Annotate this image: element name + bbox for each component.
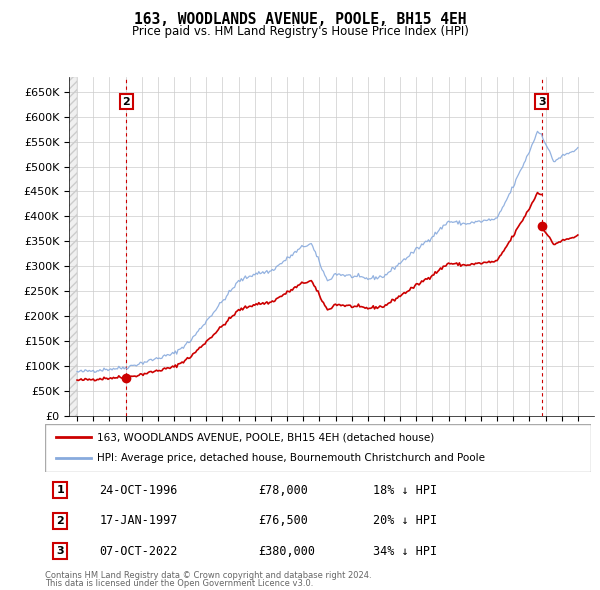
FancyBboxPatch shape (45, 424, 591, 472)
Text: HPI: Average price, detached house, Bournemouth Christchurch and Poole: HPI: Average price, detached house, Bour… (97, 454, 485, 464)
Text: 163, WOODLANDS AVENUE, POOLE, BH15 4EH (detached house): 163, WOODLANDS AVENUE, POOLE, BH15 4EH (… (97, 432, 434, 442)
Text: £380,000: £380,000 (258, 545, 315, 558)
Text: 2: 2 (56, 516, 64, 526)
Text: This data is licensed under the Open Government Licence v3.0.: This data is licensed under the Open Gov… (45, 579, 313, 588)
Text: 1: 1 (56, 485, 64, 495)
Text: 3: 3 (538, 97, 545, 107)
Text: 163, WOODLANDS AVENUE, POOLE, BH15 4EH: 163, WOODLANDS AVENUE, POOLE, BH15 4EH (134, 12, 466, 27)
Text: 17-JAN-1997: 17-JAN-1997 (100, 514, 178, 527)
Text: 3: 3 (56, 546, 64, 556)
Text: £76,500: £76,500 (258, 514, 308, 527)
Text: £78,000: £78,000 (258, 484, 308, 497)
Text: 24-OCT-1996: 24-OCT-1996 (100, 484, 178, 497)
Text: Contains HM Land Registry data © Crown copyright and database right 2024.: Contains HM Land Registry data © Crown c… (45, 571, 371, 579)
Text: 07-OCT-2022: 07-OCT-2022 (100, 545, 178, 558)
Text: 34% ↓ HPI: 34% ↓ HPI (373, 545, 437, 558)
Text: 18% ↓ HPI: 18% ↓ HPI (373, 484, 437, 497)
Text: Price paid vs. HM Land Registry's House Price Index (HPI): Price paid vs. HM Land Registry's House … (131, 25, 469, 38)
Text: 2: 2 (122, 97, 130, 107)
Text: 20% ↓ HPI: 20% ↓ HPI (373, 514, 437, 527)
